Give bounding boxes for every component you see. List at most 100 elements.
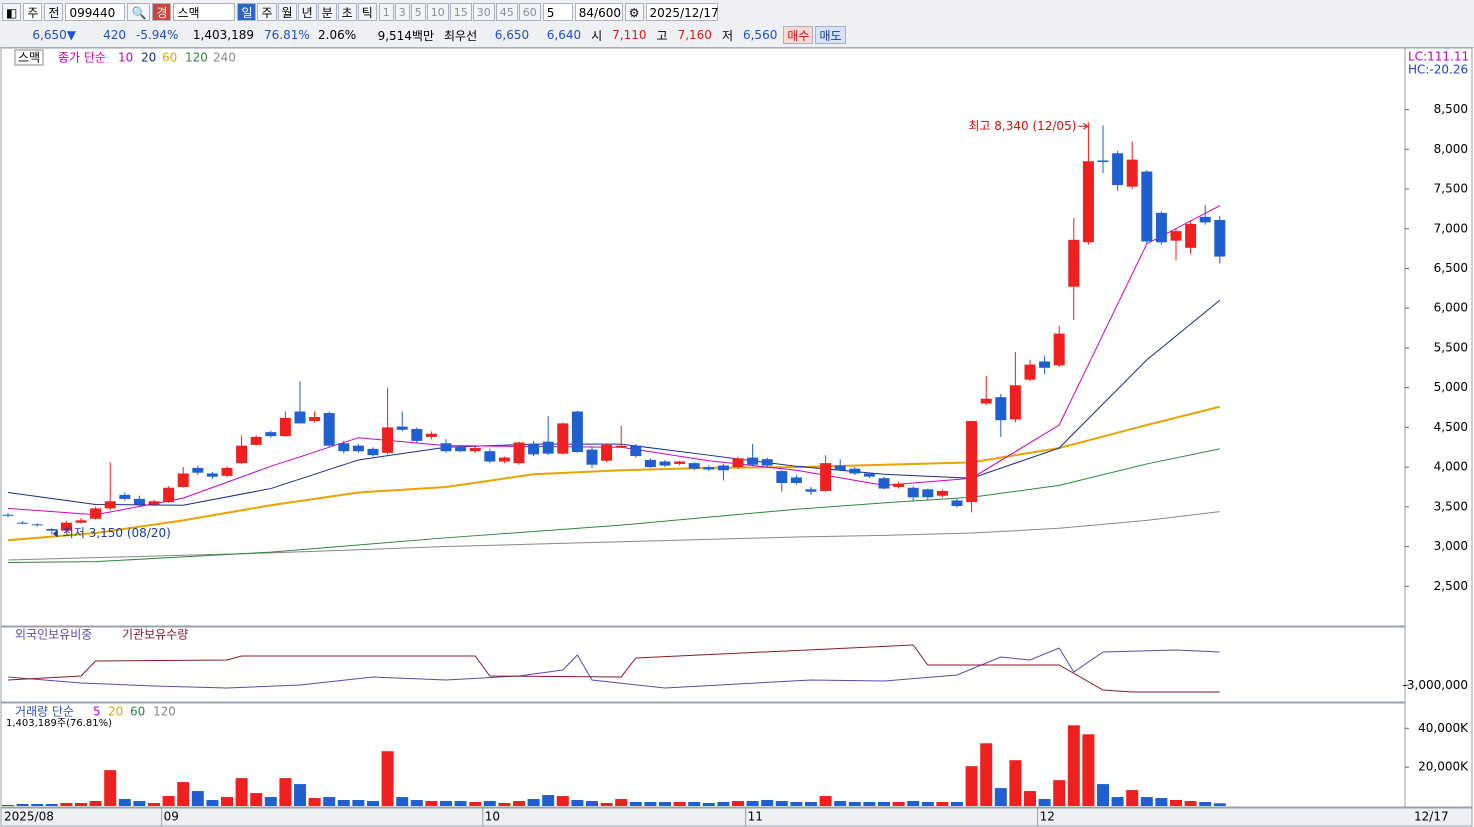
y-tick-label: 5,000 bbox=[1434, 380, 1468, 394]
date-field[interactable]: 2025/12/17 bbox=[645, 3, 719, 21]
candle-body bbox=[1024, 364, 1036, 380]
low-label: 저 bbox=[721, 28, 733, 43]
code-input[interactable]: 099440 bbox=[65, 3, 126, 21]
y-tick-label: 40,000K bbox=[1418, 721, 1469, 735]
minute-button[interactable]: 30 bbox=[472, 3, 495, 21]
interval-select[interactable]: 5 bbox=[542, 3, 573, 21]
candle-body bbox=[1039, 361, 1051, 368]
ma-line bbox=[7, 448, 1220, 563]
candle-body bbox=[133, 498, 145, 505]
volume-bar bbox=[191, 791, 204, 806]
series-line bbox=[7, 644, 1220, 693]
period-button[interactable]: 일 bbox=[237, 3, 257, 21]
candle-body bbox=[1126, 159, 1138, 187]
volume-bar bbox=[294, 784, 306, 806]
arrow: ▼ bbox=[66, 28, 76, 42]
volume-bar bbox=[367, 801, 379, 806]
period-button[interactable]: 분 bbox=[317, 3, 337, 21]
candle-body bbox=[323, 413, 335, 446]
period-button[interactable]: 초 bbox=[337, 3, 357, 21]
volume-title: 거래량 단순 bbox=[15, 705, 74, 719]
sell-button[interactable]: 매도 bbox=[815, 26, 846, 44]
volume-bar bbox=[454, 801, 467, 806]
minute-button[interactable]: 15 bbox=[449, 3, 472, 21]
axis-end-label: 12/17 bbox=[1414, 810, 1449, 824]
y-tick-label: 5,500 bbox=[1434, 340, 1468, 354]
volume-bar bbox=[1111, 797, 1124, 806]
candle-body bbox=[309, 417, 321, 422]
y-tick-label: 4,000 bbox=[1434, 460, 1468, 474]
volume-bar bbox=[615, 799, 628, 806]
volume-bar bbox=[994, 788, 1007, 806]
y-tick-label: 4,500 bbox=[1434, 420, 1468, 434]
low-annotation: 최저 3,150 (08/20) bbox=[63, 526, 171, 540]
volume-bar bbox=[118, 799, 131, 806]
candle-body bbox=[966, 421, 978, 503]
candle-body bbox=[528, 444, 540, 455]
candle-body bbox=[805, 489, 817, 492]
bid: 6,640 bbox=[546, 28, 582, 42]
volume-bar bbox=[907, 801, 920, 806]
candle-body bbox=[1112, 153, 1124, 186]
price: 6,650▼ bbox=[2, 28, 80, 42]
period-button[interactable]: 월 bbox=[277, 3, 297, 21]
candle-body bbox=[557, 423, 569, 454]
candle-body bbox=[163, 487, 175, 503]
ma-line bbox=[7, 405, 1221, 542]
minute-button[interactable]: 5 bbox=[410, 3, 426, 21]
volume-bar bbox=[775, 801, 788, 806]
minute-button[interactable]: 45 bbox=[495, 3, 518, 21]
volume-bar bbox=[863, 802, 876, 806]
search-button[interactable]: 🔍 bbox=[127, 3, 151, 21]
volume-bar bbox=[1184, 801, 1197, 806]
volume-bar bbox=[1038, 799, 1051, 806]
candle-body bbox=[382, 427, 394, 453]
candle-body bbox=[425, 433, 437, 437]
volume-bar bbox=[323, 797, 336, 806]
period-button[interactable]: 틱 bbox=[357, 3, 377, 21]
volume-bar bbox=[352, 800, 365, 806]
volume-panel bbox=[0, 702, 1406, 808]
candle-body bbox=[498, 457, 510, 462]
candle-body bbox=[820, 463, 832, 491]
minute-button[interactable]: 3 bbox=[394, 3, 410, 21]
buy-button[interactable]: 매수 bbox=[783, 26, 814, 44]
price-value: 6,650 bbox=[32, 28, 67, 42]
minute-button[interactable]: 10 bbox=[426, 3, 449, 21]
volume-bar bbox=[2, 805, 14, 806]
volume-bar bbox=[702, 803, 715, 806]
volume-bar bbox=[308, 798, 321, 806]
high-label: 고 bbox=[656, 28, 668, 43]
ownership-panel bbox=[0, 626, 1406, 703]
amount: 9,514백만 bbox=[377, 28, 434, 43]
low: 6,560 bbox=[742, 28, 778, 42]
minute-button[interactable]: 60 bbox=[518, 3, 541, 21]
volume-bar bbox=[892, 802, 905, 806]
icon-button[interactable]: ◧ bbox=[2, 3, 22, 21]
candle-body bbox=[221, 467, 233, 476]
y-tick-label: 8,500 bbox=[1434, 102, 1468, 116]
y-tick-label: 6,000 bbox=[1434, 301, 1468, 315]
candle-body bbox=[1082, 161, 1094, 243]
volume-bar bbox=[221, 797, 233, 806]
volume-bar bbox=[644, 802, 657, 806]
y-tick-label: 3,000 bbox=[1434, 539, 1468, 553]
candle-body bbox=[367, 448, 379, 456]
lc-label: LC:111.11 bbox=[1408, 50, 1469, 64]
volume-bar bbox=[469, 802, 482, 806]
quote-row: 6,650▼ 420 -5.94% 1,403,189 76.81% 2.06%… bbox=[2, 25, 846, 45]
period-button[interactable]: 년 bbox=[297, 3, 317, 21]
candle-body bbox=[1185, 223, 1197, 248]
volume-bar bbox=[235, 778, 248, 806]
y-tick-label: -3,000,000 bbox=[1403, 678, 1468, 692]
market-select[interactable]: 주 bbox=[23, 3, 43, 21]
period-button[interactable]: 주 bbox=[257, 3, 277, 21]
minute-button[interactable]: 1 bbox=[378, 3, 394, 21]
y-tick-label: 2,500 bbox=[1434, 579, 1468, 593]
tool-button[interactable]: ⚙ bbox=[624, 3, 644, 21]
prev-button[interactable]: 전 bbox=[44, 3, 64, 21]
candle-body bbox=[732, 458, 744, 468]
candle-body bbox=[674, 461, 686, 464]
volume-bar bbox=[629, 802, 642, 806]
